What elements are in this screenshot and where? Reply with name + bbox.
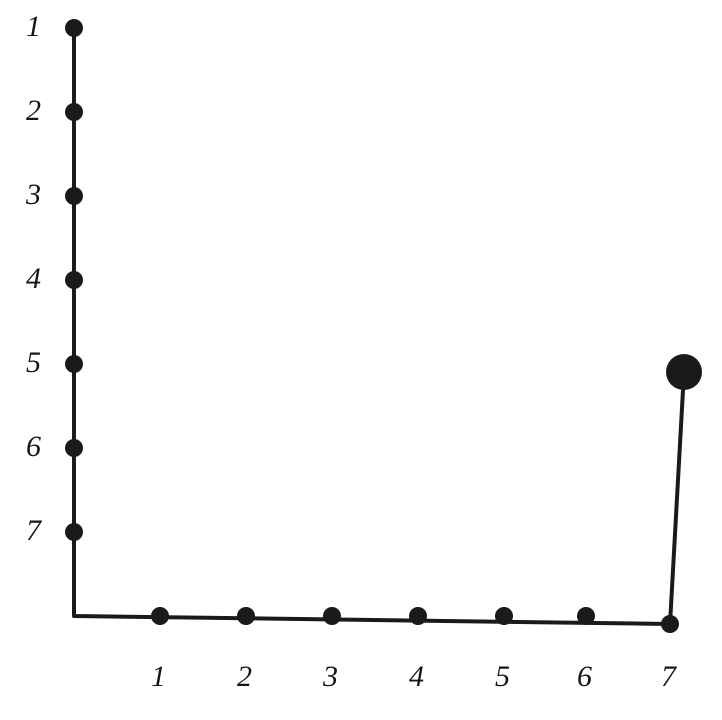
y-marker <box>65 523 83 541</box>
y-axis-label: 1 <box>26 10 41 44</box>
y-axis-label: 2 <box>26 94 41 128</box>
chart-container: 1 2 3 4 5 6 7 1 2 3 4 5 6 7 <box>0 0 722 720</box>
y-axis-label: 4 <box>26 262 41 296</box>
x-axis-label: 1 <box>151 660 166 694</box>
x-marker <box>409 607 427 625</box>
y-marker <box>65 271 83 289</box>
x-marker <box>495 607 513 625</box>
x-axis-label: 5 <box>495 660 510 694</box>
x-axis-label: 7 <box>661 660 676 694</box>
y-axis-label: 7 <box>26 514 41 548</box>
x-axis-label: 2 <box>237 660 252 694</box>
y-axis-label: 6 <box>26 430 41 464</box>
chart-svg <box>0 0 722 720</box>
y-marker <box>65 439 83 457</box>
x-axis-label: 3 <box>323 660 338 694</box>
x-marker <box>323 607 341 625</box>
x-marker <box>661 615 679 633</box>
x-axis-label: 4 <box>409 660 424 694</box>
y-axis-label: 3 <box>26 178 41 212</box>
x-axis-label: 6 <box>577 660 592 694</box>
y-marker <box>65 103 83 121</box>
x-marker <box>151 607 169 625</box>
y-axis-label: 5 <box>26 346 41 380</box>
chart-path <box>74 28 684 624</box>
y-marker <box>65 187 83 205</box>
end-marker <box>666 354 702 390</box>
x-marker <box>237 607 255 625</box>
y-marker <box>65 355 83 373</box>
x-marker <box>577 607 595 625</box>
y-marker <box>65 19 83 37</box>
